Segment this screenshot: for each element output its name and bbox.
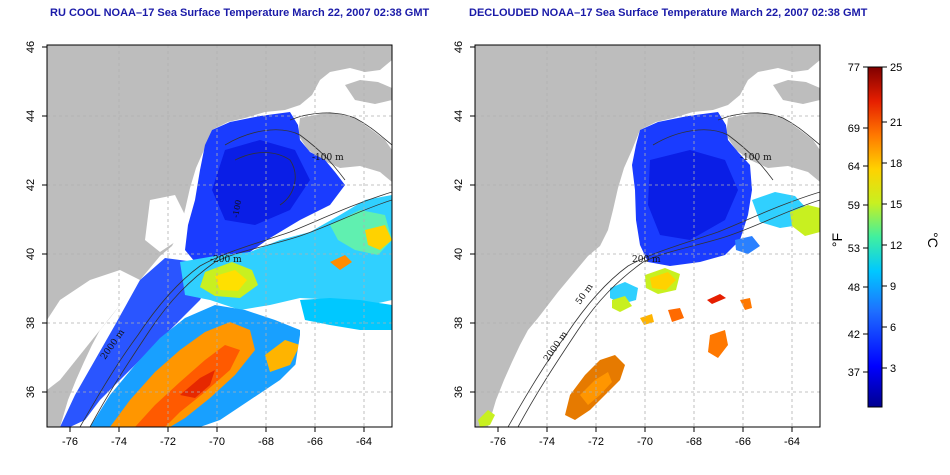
right-y-tick: 38 xyxy=(453,317,465,329)
colorbar-c-tick: 25 xyxy=(890,62,902,74)
right-graticule xyxy=(475,45,820,427)
right-y-tick: 36 xyxy=(453,386,465,398)
left-x-tick: -66 xyxy=(307,436,323,448)
right-y-tick: 42 xyxy=(453,179,465,191)
right-x-tick: -72 xyxy=(588,436,604,448)
colorbar-f-tick: 42 xyxy=(848,329,860,341)
right-x-tick: -74 xyxy=(539,436,555,448)
left-y-tick: 38 xyxy=(25,317,37,329)
colorbar-f-tick: 53 xyxy=(848,243,860,255)
right-y-tick: 40 xyxy=(453,248,465,260)
colorbar-gradient xyxy=(867,66,883,408)
right-x-tick: -70 xyxy=(637,436,653,448)
left-land xyxy=(47,45,392,427)
left-x-tick: -64 xyxy=(356,436,372,448)
colorbar-f-tick: 48 xyxy=(848,282,860,294)
right-x-tick: -66 xyxy=(735,436,751,448)
left-x-tick: -76 xyxy=(62,436,78,448)
colorbar-c-tick: 3 xyxy=(890,363,896,375)
right-x-tick: -76 xyxy=(490,436,506,448)
colorbar-f-tick: 77 xyxy=(848,62,860,74)
left-panel-title: RU COOL NOAA–17 Sea Surface Temperature … xyxy=(50,7,430,19)
colorbar-f-tick: 69 xyxy=(848,123,860,135)
left-contour-label-100m: -100 m xyxy=(312,153,344,163)
left-y-tick: 36 xyxy=(25,386,37,398)
left-y-tick: 44 xyxy=(25,110,37,122)
colorbar-celsius-label: °C xyxy=(925,232,941,248)
left-y-tick: 40 xyxy=(25,248,37,260)
left-y-tick: 42 xyxy=(25,179,37,191)
colorbar-c-tick: 15 xyxy=(890,199,902,211)
right-y-tick: 46 xyxy=(453,41,465,53)
right-contour-label-200m: 200 m xyxy=(632,255,661,265)
left-x-tick: -68 xyxy=(258,436,274,448)
colorbar-c-tick: 6 xyxy=(890,322,896,334)
right-land xyxy=(475,45,820,427)
left-contour-label-100: -100 xyxy=(231,199,243,218)
left-y-tick: 46 xyxy=(25,41,37,53)
left-graticule xyxy=(47,45,392,427)
colorbar-c-tick: 12 xyxy=(890,240,902,252)
left-map-panel: -100 m 2000 m -200 m -100 -76 -74 -72 -7… xyxy=(25,41,393,448)
left-x-tick: -72 xyxy=(160,436,176,448)
right-panel-title: DECLOUDED NOAA–17 Sea Surface Temperatur… xyxy=(469,7,868,19)
left-x-tick: -74 xyxy=(111,436,127,448)
right-x-tick: -68 xyxy=(686,436,702,448)
left-x-tick: -70 xyxy=(209,436,225,448)
colorbar: 77 69 64 59 53 48 42 37 25 21 18 15 12 9… xyxy=(829,62,941,408)
colorbar-c-tick: 9 xyxy=(890,281,896,293)
right-contour-label-100m: -100 m xyxy=(740,153,772,163)
colorbar-c-tick: 18 xyxy=(890,158,902,170)
colorbar-f-tick: 37 xyxy=(848,367,860,379)
right-x-tick: -64 xyxy=(784,436,800,448)
right-map-panel: -100 m 50 m 2000 m 200 m -76 -74 -72 -70… xyxy=(453,41,821,448)
left-contour-label-200m: -200 m xyxy=(210,255,242,265)
colorbar-f-tick: 64 xyxy=(848,161,860,173)
right-y-tick: 44 xyxy=(453,110,465,122)
colorbar-fahrenheit-label: °F xyxy=(829,233,845,247)
colorbar-f-tick: 59 xyxy=(848,200,860,212)
colorbar-c-tick: 21 xyxy=(890,117,902,129)
